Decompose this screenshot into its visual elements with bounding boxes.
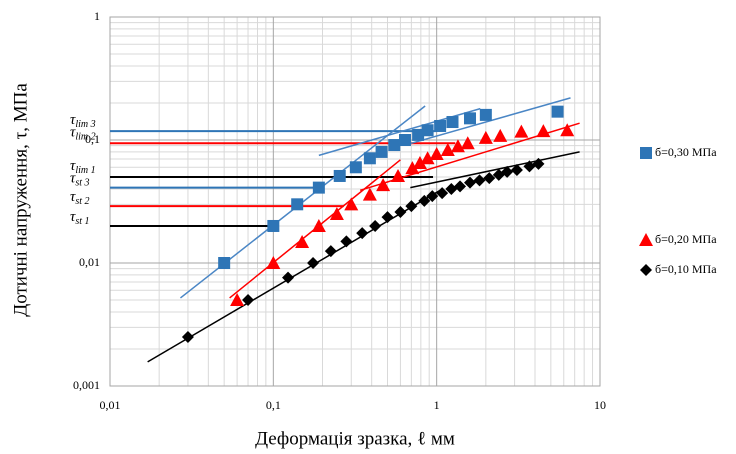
marker-diamond xyxy=(523,160,536,173)
trend-line xyxy=(410,151,580,189)
y-tick-label: 0,001 xyxy=(73,378,100,392)
marker-triangle xyxy=(405,161,420,175)
level-symbol: τ xyxy=(70,190,76,206)
level-symbol: τ xyxy=(70,209,76,225)
marker-square xyxy=(349,161,362,174)
level-subscript: st 1 xyxy=(75,216,89,227)
marker-square xyxy=(363,152,376,165)
marker-square xyxy=(388,139,401,152)
marker-triangle xyxy=(329,207,344,221)
marker-diamond xyxy=(324,245,337,258)
marker-diamond xyxy=(405,200,418,213)
legend-marker xyxy=(639,233,653,246)
marker-triangle xyxy=(295,235,310,249)
level-subscript: lim 2 xyxy=(75,132,95,143)
marker-diamond xyxy=(394,205,407,218)
x-tick-label: 1 xyxy=(434,398,440,412)
legend-label: б=0,20 МПа xyxy=(655,232,717,246)
marker-square xyxy=(312,181,325,194)
y-tick-label: 0,1 xyxy=(85,132,100,146)
marker-diamond xyxy=(181,331,194,344)
level-label: τst 2 xyxy=(70,190,90,208)
level-symbol: τ xyxy=(70,125,76,141)
legend-label: б=0,30 МПа xyxy=(655,145,717,159)
marker-diamond xyxy=(242,294,255,307)
level-subscript: st 2 xyxy=(75,196,89,207)
level-label: τlim 1 xyxy=(70,158,96,176)
marker-diamond xyxy=(381,211,394,224)
x-axis-label: Деформація зразка, ℓ мм xyxy=(255,428,455,449)
marker-diamond xyxy=(501,165,514,178)
level-label: τst 3 xyxy=(70,171,90,189)
y-tick-label: 1 xyxy=(94,9,100,23)
y-tick-label: 0,01 xyxy=(79,255,100,269)
marker-triangle xyxy=(412,156,427,170)
x-tick-label: 10 xyxy=(594,398,606,412)
level-symbol: τ xyxy=(70,113,76,129)
level-subscript: lim 3 xyxy=(75,119,95,130)
level-subscript: st 3 xyxy=(75,178,89,189)
marker-square xyxy=(333,169,346,182)
marker-triangle xyxy=(493,128,508,142)
marker-triangle xyxy=(311,218,326,232)
marker-triangle xyxy=(460,136,475,150)
marker-square xyxy=(479,108,492,121)
marker-diamond xyxy=(454,180,467,193)
y-axis-label: Дотичні напруження, τ, МПа xyxy=(10,83,31,317)
marker-square xyxy=(412,128,425,141)
marker-diamond xyxy=(532,157,545,170)
plot-border xyxy=(109,16,601,387)
marker-triangle xyxy=(391,168,406,182)
legend-label: б=0,10 МПа xyxy=(655,262,717,276)
marker-square xyxy=(399,134,412,146)
marker-diamond xyxy=(340,235,353,248)
marker-diamond xyxy=(356,227,369,240)
x-tick-label: 0,01 xyxy=(100,398,121,412)
level-label: τlim 3 xyxy=(70,113,96,131)
marker-diamond xyxy=(369,219,382,232)
marker-diamond xyxy=(510,164,523,177)
marker-triangle xyxy=(429,146,444,160)
marker-triangle xyxy=(344,197,359,211)
marker-square xyxy=(421,124,434,137)
marker-triangle xyxy=(536,124,551,138)
marker-square xyxy=(218,257,231,269)
marker-triangle xyxy=(230,293,245,307)
marker-triangle xyxy=(376,178,391,192)
marker-diamond xyxy=(464,176,477,189)
marker-square xyxy=(291,198,304,211)
marker-diamond xyxy=(436,187,449,200)
marker-diamond xyxy=(426,190,439,203)
marker-diamond xyxy=(445,182,458,195)
marker-triangle xyxy=(514,124,529,138)
marker-diamond xyxy=(473,174,486,187)
marker-square xyxy=(267,219,280,232)
marker-diamond xyxy=(307,257,320,269)
marker-square xyxy=(375,145,388,158)
marker-triangle xyxy=(440,142,455,156)
marker-square xyxy=(434,119,447,132)
x-tick-label: 0,1 xyxy=(266,398,281,412)
level-symbol: τ xyxy=(70,171,76,187)
marker-square xyxy=(551,105,564,118)
marker-diamond xyxy=(282,271,295,284)
marker-triangle xyxy=(560,123,575,137)
level-label: τlim 2 xyxy=(70,125,96,143)
marker-triangle xyxy=(478,130,493,144)
marker-triangle xyxy=(266,256,281,269)
marker-diamond xyxy=(483,172,496,185)
trend-line xyxy=(404,97,571,146)
legend-marker xyxy=(640,264,652,276)
marker-square xyxy=(464,112,477,125)
marker-triangle xyxy=(362,187,377,201)
marker-triangle xyxy=(420,151,435,165)
marker-diamond xyxy=(418,194,431,207)
level-symbol: τ xyxy=(70,158,76,174)
legend-marker xyxy=(640,147,652,159)
marker-square xyxy=(446,116,459,129)
level-subscript: lim 1 xyxy=(75,165,95,176)
level-label: τst 1 xyxy=(70,209,90,227)
